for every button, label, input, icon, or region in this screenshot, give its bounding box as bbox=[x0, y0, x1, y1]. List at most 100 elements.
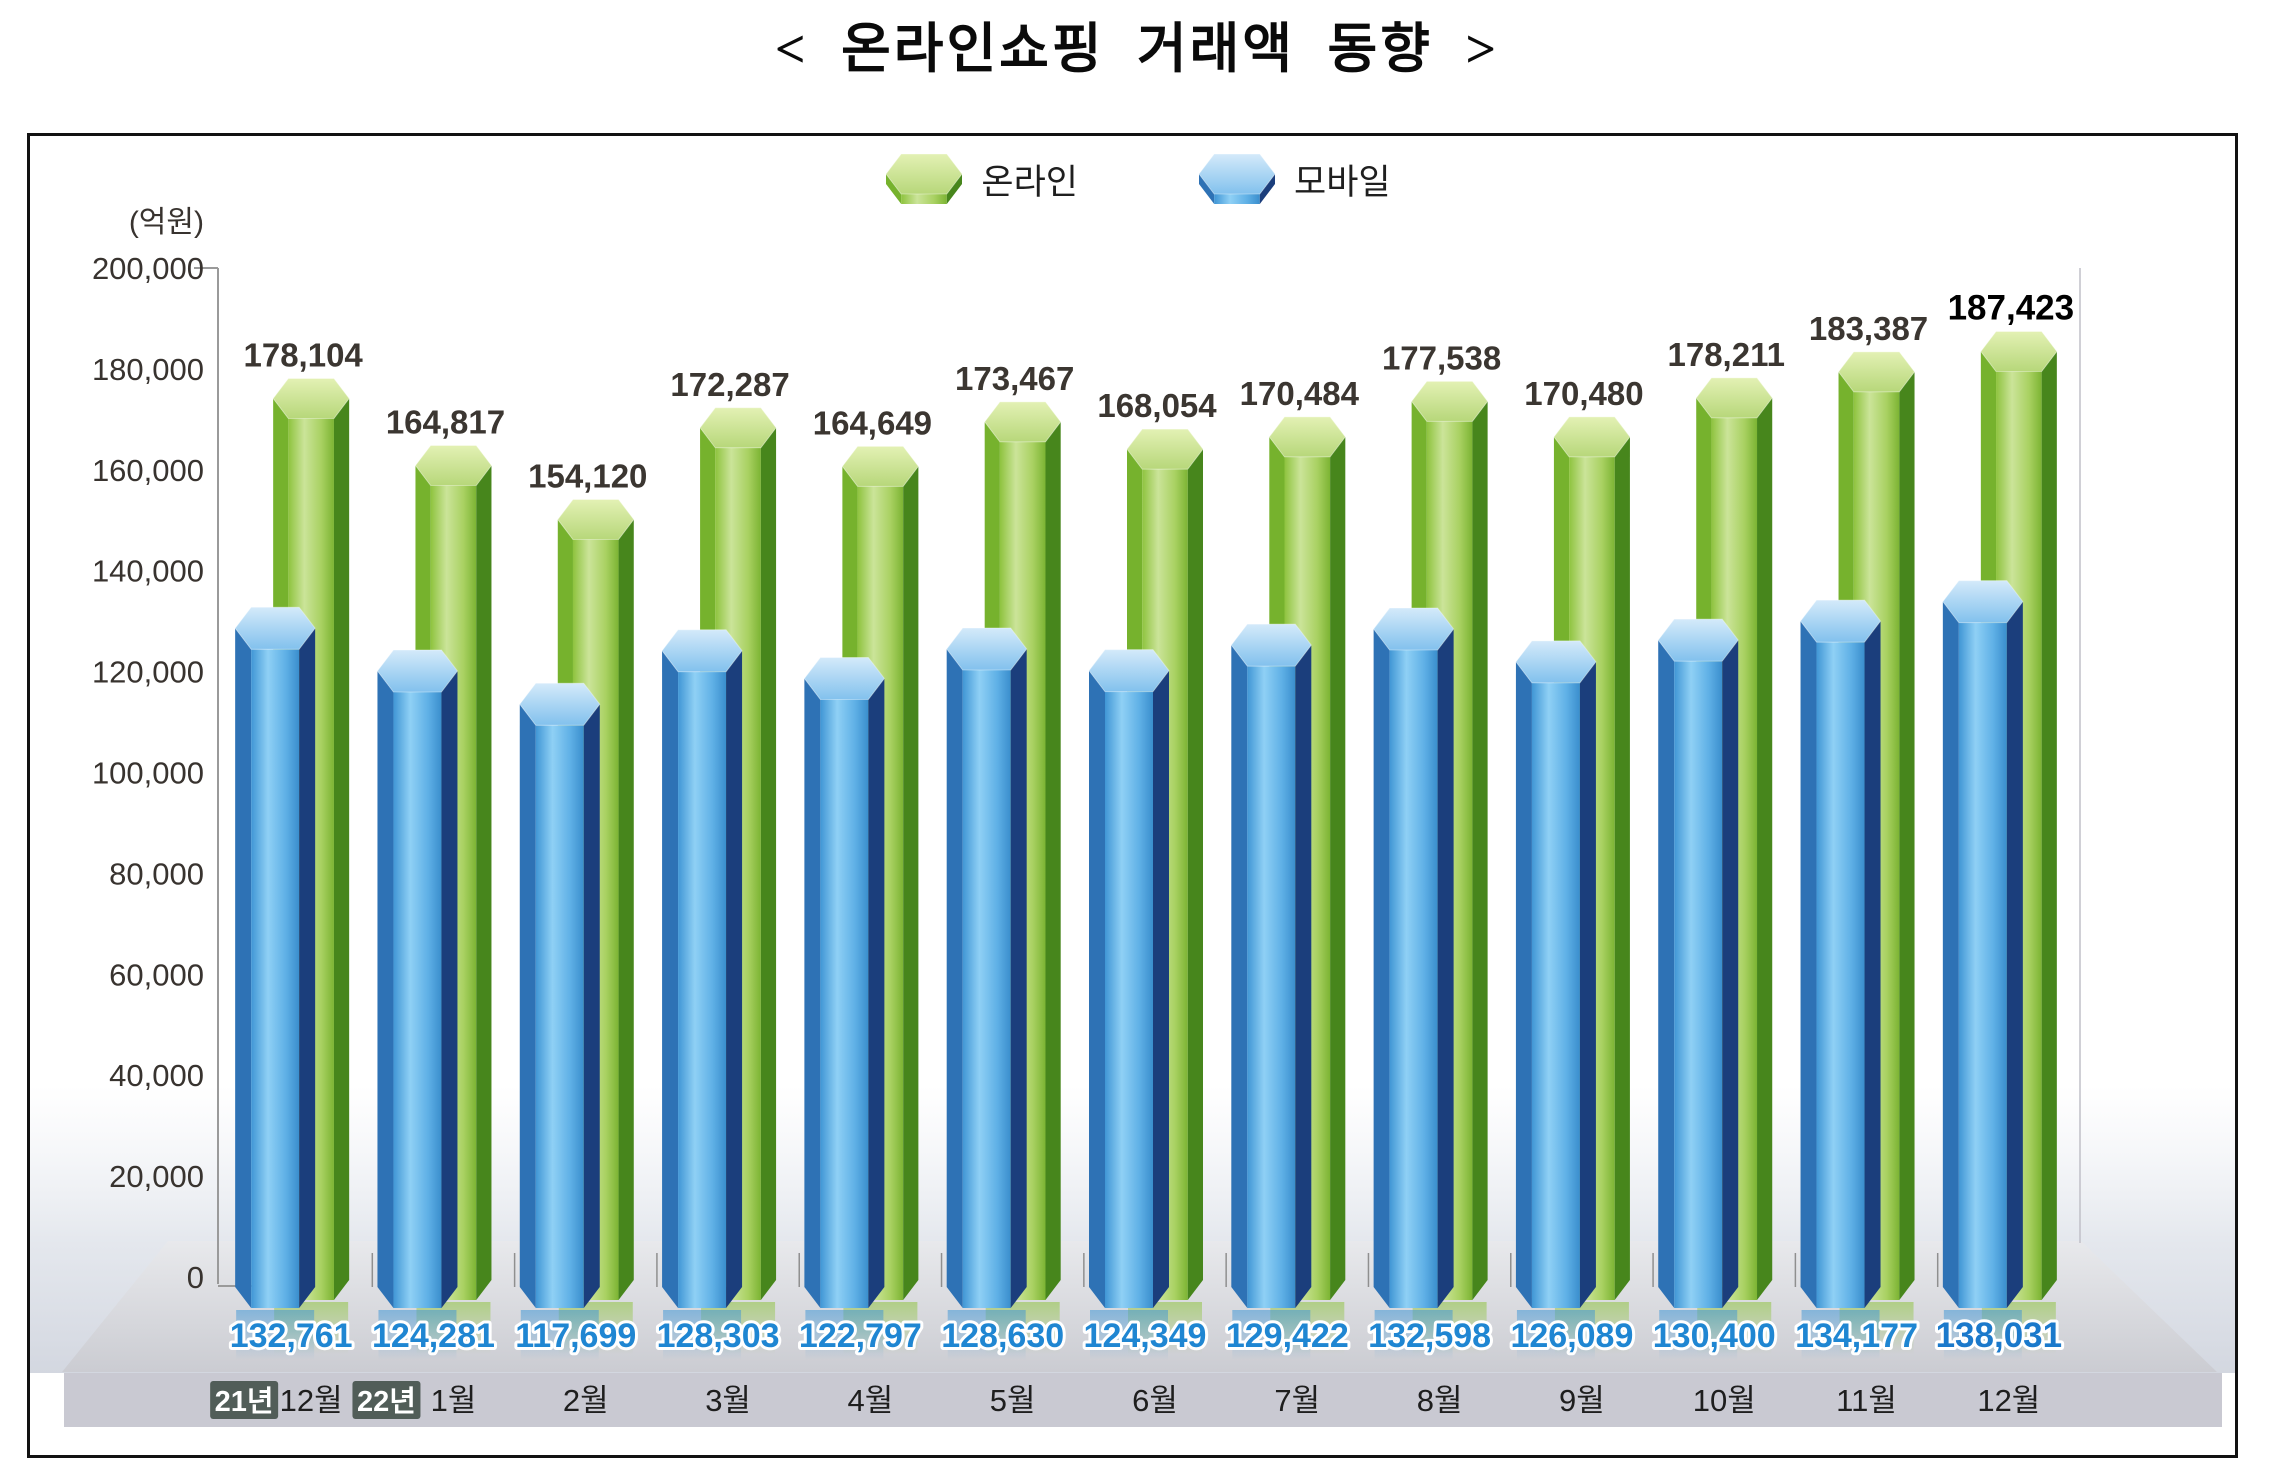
mobile-bar-left-face bbox=[1089, 670, 1105, 1308]
y-axis-unit-label: (억원) bbox=[129, 206, 204, 239]
mobile-bar-front-face bbox=[1247, 666, 1296, 1308]
mobile-bar-left-face bbox=[1231, 645, 1248, 1308]
online-bar-right-face bbox=[903, 466, 919, 1300]
online-value-label: 172,287 bbox=[670, 366, 789, 403]
online-value-label: 154,120 bbox=[528, 457, 647, 494]
month-axis-band bbox=[64, 1373, 2222, 1427]
online-bar-right-face bbox=[2041, 351, 2057, 1301]
mobile-bar-left-face bbox=[1658, 640, 1675, 1308]
online-bar-right-face bbox=[1187, 449, 1203, 1300]
bar-group: 170,484 129,422 bbox=[1223, 375, 1360, 1360]
mobile-bar-right-face bbox=[1010, 649, 1027, 1308]
mobile-bar-right-face bbox=[1295, 645, 1312, 1308]
online-value-label: 164,649 bbox=[813, 404, 932, 441]
month-label: 12월 bbox=[1977, 1383, 2040, 1418]
mobile-bar-reflection bbox=[378, 1310, 457, 1360]
online-bar-top-face bbox=[1126, 428, 1204, 470]
mobile-bar-reflection bbox=[947, 1310, 1026, 1360]
legend: 온라인 모바일 bbox=[0, 150, 2274, 208]
month-label: 9월 bbox=[1559, 1383, 1605, 1418]
bar-group: 178,211 130,400 bbox=[1650, 336, 1785, 1360]
year-badge-label: 21년 bbox=[215, 1385, 274, 1418]
online-value-label: 173,467 bbox=[955, 360, 1074, 397]
mobile-bar-reflection bbox=[236, 1310, 315, 1360]
mobile-value-label: 129,422 bbox=[1226, 1317, 1349, 1355]
month-label: 7월 bbox=[1274, 1383, 1320, 1418]
y-tick-label: 140,000 bbox=[92, 554, 204, 589]
online-bar-right-face bbox=[333, 398, 350, 1300]
mobile-legend-swatch bbox=[1198, 153, 1276, 204]
mobile-bar-reflection bbox=[663, 1310, 742, 1360]
mobile-bar-top-face bbox=[803, 656, 886, 700]
mobile-bar-right-face bbox=[1864, 621, 1881, 1308]
mobile-bar-front-face bbox=[1816, 642, 1865, 1308]
bar-group: 164,649 122,797 bbox=[796, 404, 932, 1360]
mobile-bar bbox=[1372, 607, 1455, 1308]
mobile-bar bbox=[234, 606, 316, 1308]
y-tick-label: 80,000 bbox=[109, 856, 204, 891]
mobile-bar-top-face bbox=[1799, 599, 1882, 643]
online-bar-top-face bbox=[1837, 351, 1916, 393]
mobile-bar-right-face bbox=[299, 628, 316, 1308]
bar-group: 170,480 126,089 bbox=[1507, 375, 1644, 1360]
mobile-bar bbox=[1657, 618, 1739, 1308]
mobile-value-label: 138,031 bbox=[1936, 1316, 2063, 1355]
mobile-value-label: 134,177 bbox=[1795, 1317, 1918, 1355]
mobile-bar-right-face bbox=[1579, 661, 1596, 1308]
month-label: 8월 bbox=[1417, 1383, 1463, 1418]
mobile-bar-front-face bbox=[678, 671, 727, 1308]
mobile-bar-right-face bbox=[1437, 629, 1454, 1308]
year-badge-label: 22년 bbox=[357, 1385, 416, 1418]
chart-frame bbox=[27, 133, 2238, 1458]
mobile-bar-reflection bbox=[1232, 1310, 1311, 1360]
mobile-bar-left-face bbox=[946, 649, 963, 1308]
mobile-bar-top-face bbox=[1942, 580, 2024, 624]
mobile-value-label: 122,797 bbox=[799, 1317, 922, 1355]
mobile-bar-top-face bbox=[1372, 607, 1455, 651]
mobile-bar-front-face bbox=[393, 692, 442, 1308]
bar-group: 187,423 138,031 bbox=[1933, 288, 2074, 1360]
mobile-bar-right-face bbox=[1722, 640, 1739, 1308]
mobile-bar-top-face bbox=[519, 682, 601, 726]
mobile-bar bbox=[1942, 580, 2024, 1308]
month-label: 6월 bbox=[1132, 1383, 1178, 1418]
mobile-bar-left-face bbox=[1942, 601, 1959, 1308]
month-label: 2월 bbox=[563, 1383, 609, 1418]
mobile-bar-top-face bbox=[234, 606, 316, 650]
mobile-bar-reflection bbox=[1801, 1310, 1880, 1360]
mobile-bar bbox=[1799, 599, 1882, 1308]
mobile-bar-top-face bbox=[1515, 640, 1597, 684]
bar-group: 168,054 124,349 bbox=[1081, 387, 1217, 1360]
mobile-bar bbox=[519, 682, 601, 1308]
y-tick-label: 200,000 bbox=[92, 251, 204, 286]
mobile-bar-right-face bbox=[583, 704, 600, 1308]
mobile-value-label: 124,349 bbox=[1084, 1317, 1207, 1355]
mobile-bar-front-face bbox=[962, 670, 1011, 1308]
year-badge bbox=[210, 1381, 279, 1419]
mobile-bar-reflection bbox=[1374, 1310, 1453, 1360]
online-bar-top-face bbox=[1553, 416, 1631, 458]
month-label: 5월 bbox=[990, 1383, 1036, 1418]
year-badge bbox=[352, 1381, 421, 1419]
online-value-label: 183,387 bbox=[1809, 310, 1928, 347]
online-bar-right-face bbox=[476, 465, 492, 1300]
mobile-bar-front-face bbox=[251, 649, 300, 1308]
mobile-bar-reflection bbox=[520, 1310, 599, 1360]
month-label: 4월 bbox=[848, 1383, 894, 1418]
bar-group: 173,467 128,630 bbox=[938, 360, 1074, 1360]
online-bar-right-face bbox=[1757, 397, 1773, 1300]
mobile-value-label: 128,630 bbox=[941, 1317, 1064, 1355]
mobile-bar-top-face bbox=[1657, 618, 1739, 662]
mobile-bar bbox=[661, 629, 743, 1308]
mobile-bar bbox=[376, 649, 459, 1308]
legend-item-online: 온라인 bbox=[883, 150, 1078, 208]
month-label: 1월 bbox=[431, 1383, 477, 1418]
mobile-bar-left-face bbox=[1800, 621, 1817, 1308]
online-bar-right-face bbox=[760, 427, 777, 1300]
mobile-bar-right-face bbox=[441, 671, 458, 1308]
bar-group: 178,104 132,761 bbox=[227, 336, 363, 1360]
legend-item-mobile: 모바일 bbox=[1196, 150, 1391, 208]
online-bar-right-face bbox=[1045, 421, 1061, 1300]
mobile-value-label: 124,281 bbox=[372, 1317, 495, 1355]
